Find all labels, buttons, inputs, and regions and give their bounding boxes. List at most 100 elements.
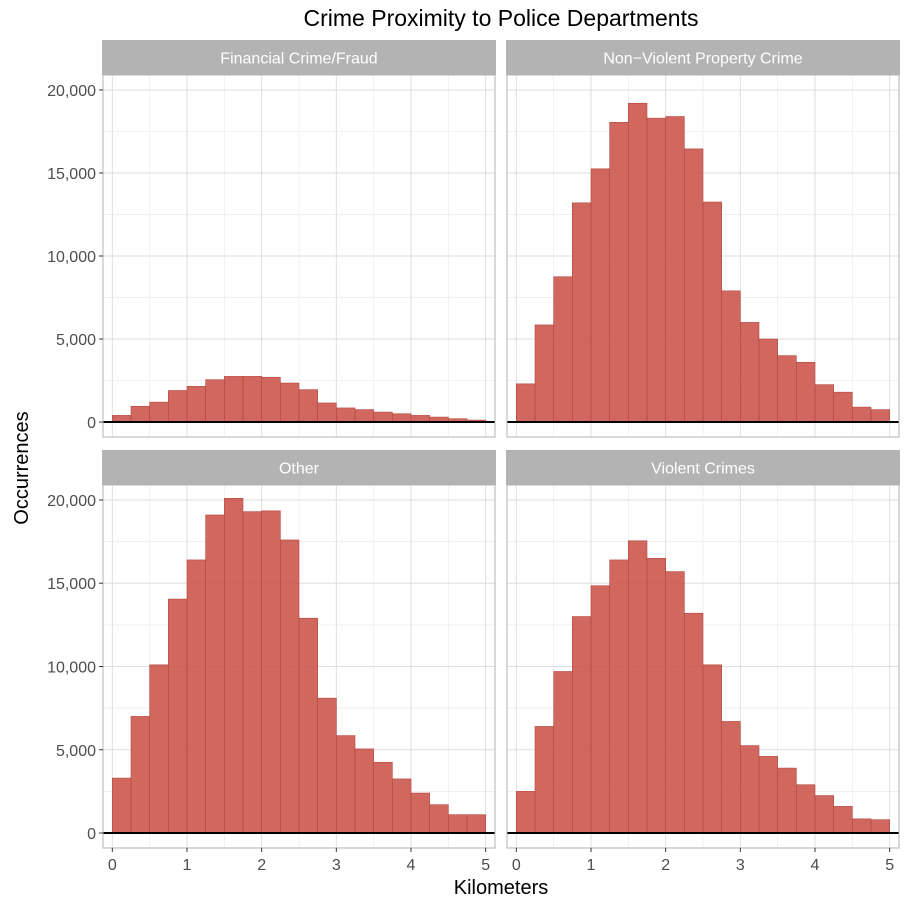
x-tick-label: 3 [736, 857, 745, 874]
x-tick-label: 5 [885, 857, 894, 874]
bar-other-bin-18 [448, 814, 468, 834]
bar-other-bin-5 [205, 514, 225, 834]
bar-financial-crime-fraud-bin-5 [205, 379, 225, 423]
y-tick-label: 10,000 [47, 249, 96, 266]
bar-violent-crimes-bin-5 [609, 559, 629, 834]
bar-other-bin-10 [298, 617, 318, 834]
x-tick-label: 2 [661, 857, 670, 874]
bar-non-violent-property-crime-bin-14 [777, 355, 797, 423]
x-tick-label: 3 [332, 857, 341, 874]
bar-financial-crime-fraud-bin-9 [280, 382, 300, 423]
bar-violent-crimes-bin-17 [833, 806, 853, 834]
x-tick-label: 2 [257, 857, 266, 874]
bar-other-bin-8 [261, 510, 281, 834]
bar-non-violent-property-crime-bin-12 [740, 322, 760, 423]
bar-violent-crimes-bin-18 [852, 818, 872, 834]
bar-financial-crime-fraud-bin-11 [317, 402, 337, 423]
bar-other-bin-6 [224, 498, 244, 834]
x-tick-label: 1 [183, 857, 192, 874]
bar-financial-crime-fraud-bin-6 [224, 376, 244, 423]
strip-label-non-violent-property-crime: Non−Violent Property Crime [603, 51, 802, 68]
bar-other-bin-17 [429, 804, 449, 834]
bar-non-violent-property-crime-bin-11 [721, 290, 741, 423]
bar-other-bin-2 [149, 664, 169, 834]
bar-other-bin-13 [354, 748, 374, 834]
y-axis-title: Occurrences [11, 411, 33, 524]
bar-violent-crimes-bin-14 [777, 767, 797, 834]
bar-violent-crimes-bin-15 [796, 784, 816, 834]
bar-non-violent-property-crime-bin-3 [572, 202, 592, 423]
bar-non-violent-property-crime-bin-16 [814, 384, 834, 423]
bar-non-violent-property-crime-bin-2 [553, 276, 573, 423]
bar-non-violent-property-crime-bin-0 [516, 383, 536, 423]
y-tick-label: 5,000 [56, 332, 96, 349]
bar-other-bin-11 [317, 697, 337, 834]
y-tick-label: 0 [87, 826, 96, 843]
bar-violent-crimes-bin-3 [572, 616, 592, 834]
bar-violent-crimes-bin-2 [553, 671, 573, 834]
bar-non-violent-property-crime-bin-8 [665, 116, 685, 423]
y-tick-label: 20,000 [47, 83, 96, 100]
y-tick-label: 20,000 [47, 493, 96, 510]
bar-other-bin-12 [336, 735, 356, 834]
bar-non-violent-property-crime-bin-5 [609, 122, 629, 423]
bar-other-bin-7 [242, 511, 262, 834]
y-tick-label: 15,000 [47, 166, 96, 183]
bar-other-bin-16 [410, 792, 430, 834]
bar-non-violent-property-crime-bin-17 [833, 391, 853, 423]
y-tick-label: 10,000 [47, 660, 96, 677]
bar-violent-crimes-bin-4 [590, 585, 610, 834]
panel-financial-crime-fraud: Financial Crime/Fraud 0 5,000 10,000 15,000 2… [47, 40, 496, 438]
bar-violent-crimes-bin-10 [702, 664, 722, 834]
bar-other-bin-3 [168, 598, 188, 834]
bar-other-bin-19 [466, 814, 486, 834]
bar-violent-crimes-bin-9 [684, 612, 704, 834]
bar-other-bin-9 [280, 539, 300, 834]
bar-financial-crime-fraud-bin-10 [298, 389, 318, 423]
bar-non-violent-property-crime-bin-7 [646, 117, 666, 423]
bar-violent-crimes-bin-7 [646, 557, 666, 834]
strip-other [102, 450, 496, 485]
x-tick-label: 4 [811, 857, 820, 874]
bar-violent-crimes-bin-8 [665, 571, 685, 834]
bar-violent-crimes-bin-13 [758, 756, 778, 834]
bar-other-bin-4 [186, 559, 206, 834]
bar-other-bin-0 [112, 777, 132, 834]
bar-non-violent-property-crime-bin-9 [684, 148, 704, 423]
bar-financial-crime-fraud-bin-15 [392, 413, 412, 423]
bar-non-violent-property-crime-bin-18 [852, 406, 872, 423]
bar-non-violent-property-crime-bin-10 [702, 201, 722, 423]
bar-non-violent-property-crime-bin-4 [590, 168, 610, 423]
bar-non-violent-property-crime-bin-6 [628, 102, 648, 423]
panel-violent-crimes: Violent Crimes 0 1 2 3 4 5 [506, 450, 900, 874]
chart-title: Crime Proximity to Police Departments [304, 5, 699, 31]
bar-violent-crimes-bin-6 [628, 540, 648, 834]
bar-non-violent-property-crime-bin-1 [534, 324, 554, 423]
bar-financial-crime-fraud-bin-3 [168, 390, 188, 423]
bar-other-bin-15 [392, 778, 412, 834]
x-tick-label: 4 [407, 857, 416, 874]
bar-violent-crimes-bin-16 [814, 795, 834, 834]
bar-violent-crimes-bin-0 [516, 791, 536, 834]
strip-financial-crime-fraud [102, 40, 496, 75]
bar-financial-crime-fraud-bin-7 [242, 376, 262, 423]
bar-financial-crime-fraud-bin-1 [130, 405, 150, 423]
bar-financial-crime-fraud-bin-8 [261, 376, 281, 423]
strip-violent-crimes [506, 450, 900, 485]
y-tick-label: 5,000 [56, 743, 96, 760]
strip-label-violent-crimes: Violent Crimes [651, 461, 755, 478]
x-tick-label: 0 [108, 857, 117, 874]
strip-non-violent-property-crime [506, 40, 900, 75]
bar-financial-crime-fraud-bin-2 [149, 401, 169, 423]
bar-non-violent-property-crime-bin-13 [758, 338, 778, 423]
x-tick-label: 5 [481, 857, 490, 874]
bar-other-bin-14 [373, 761, 393, 834]
x-tick-label: 1 [587, 857, 596, 874]
bar-financial-crime-fraud-bin-13 [354, 409, 374, 423]
panel-border [506, 484, 900, 849]
y-tick-label: 0 [87, 415, 96, 432]
bar-other-bin-1 [130, 716, 150, 834]
panel-border [506, 74, 900, 438]
